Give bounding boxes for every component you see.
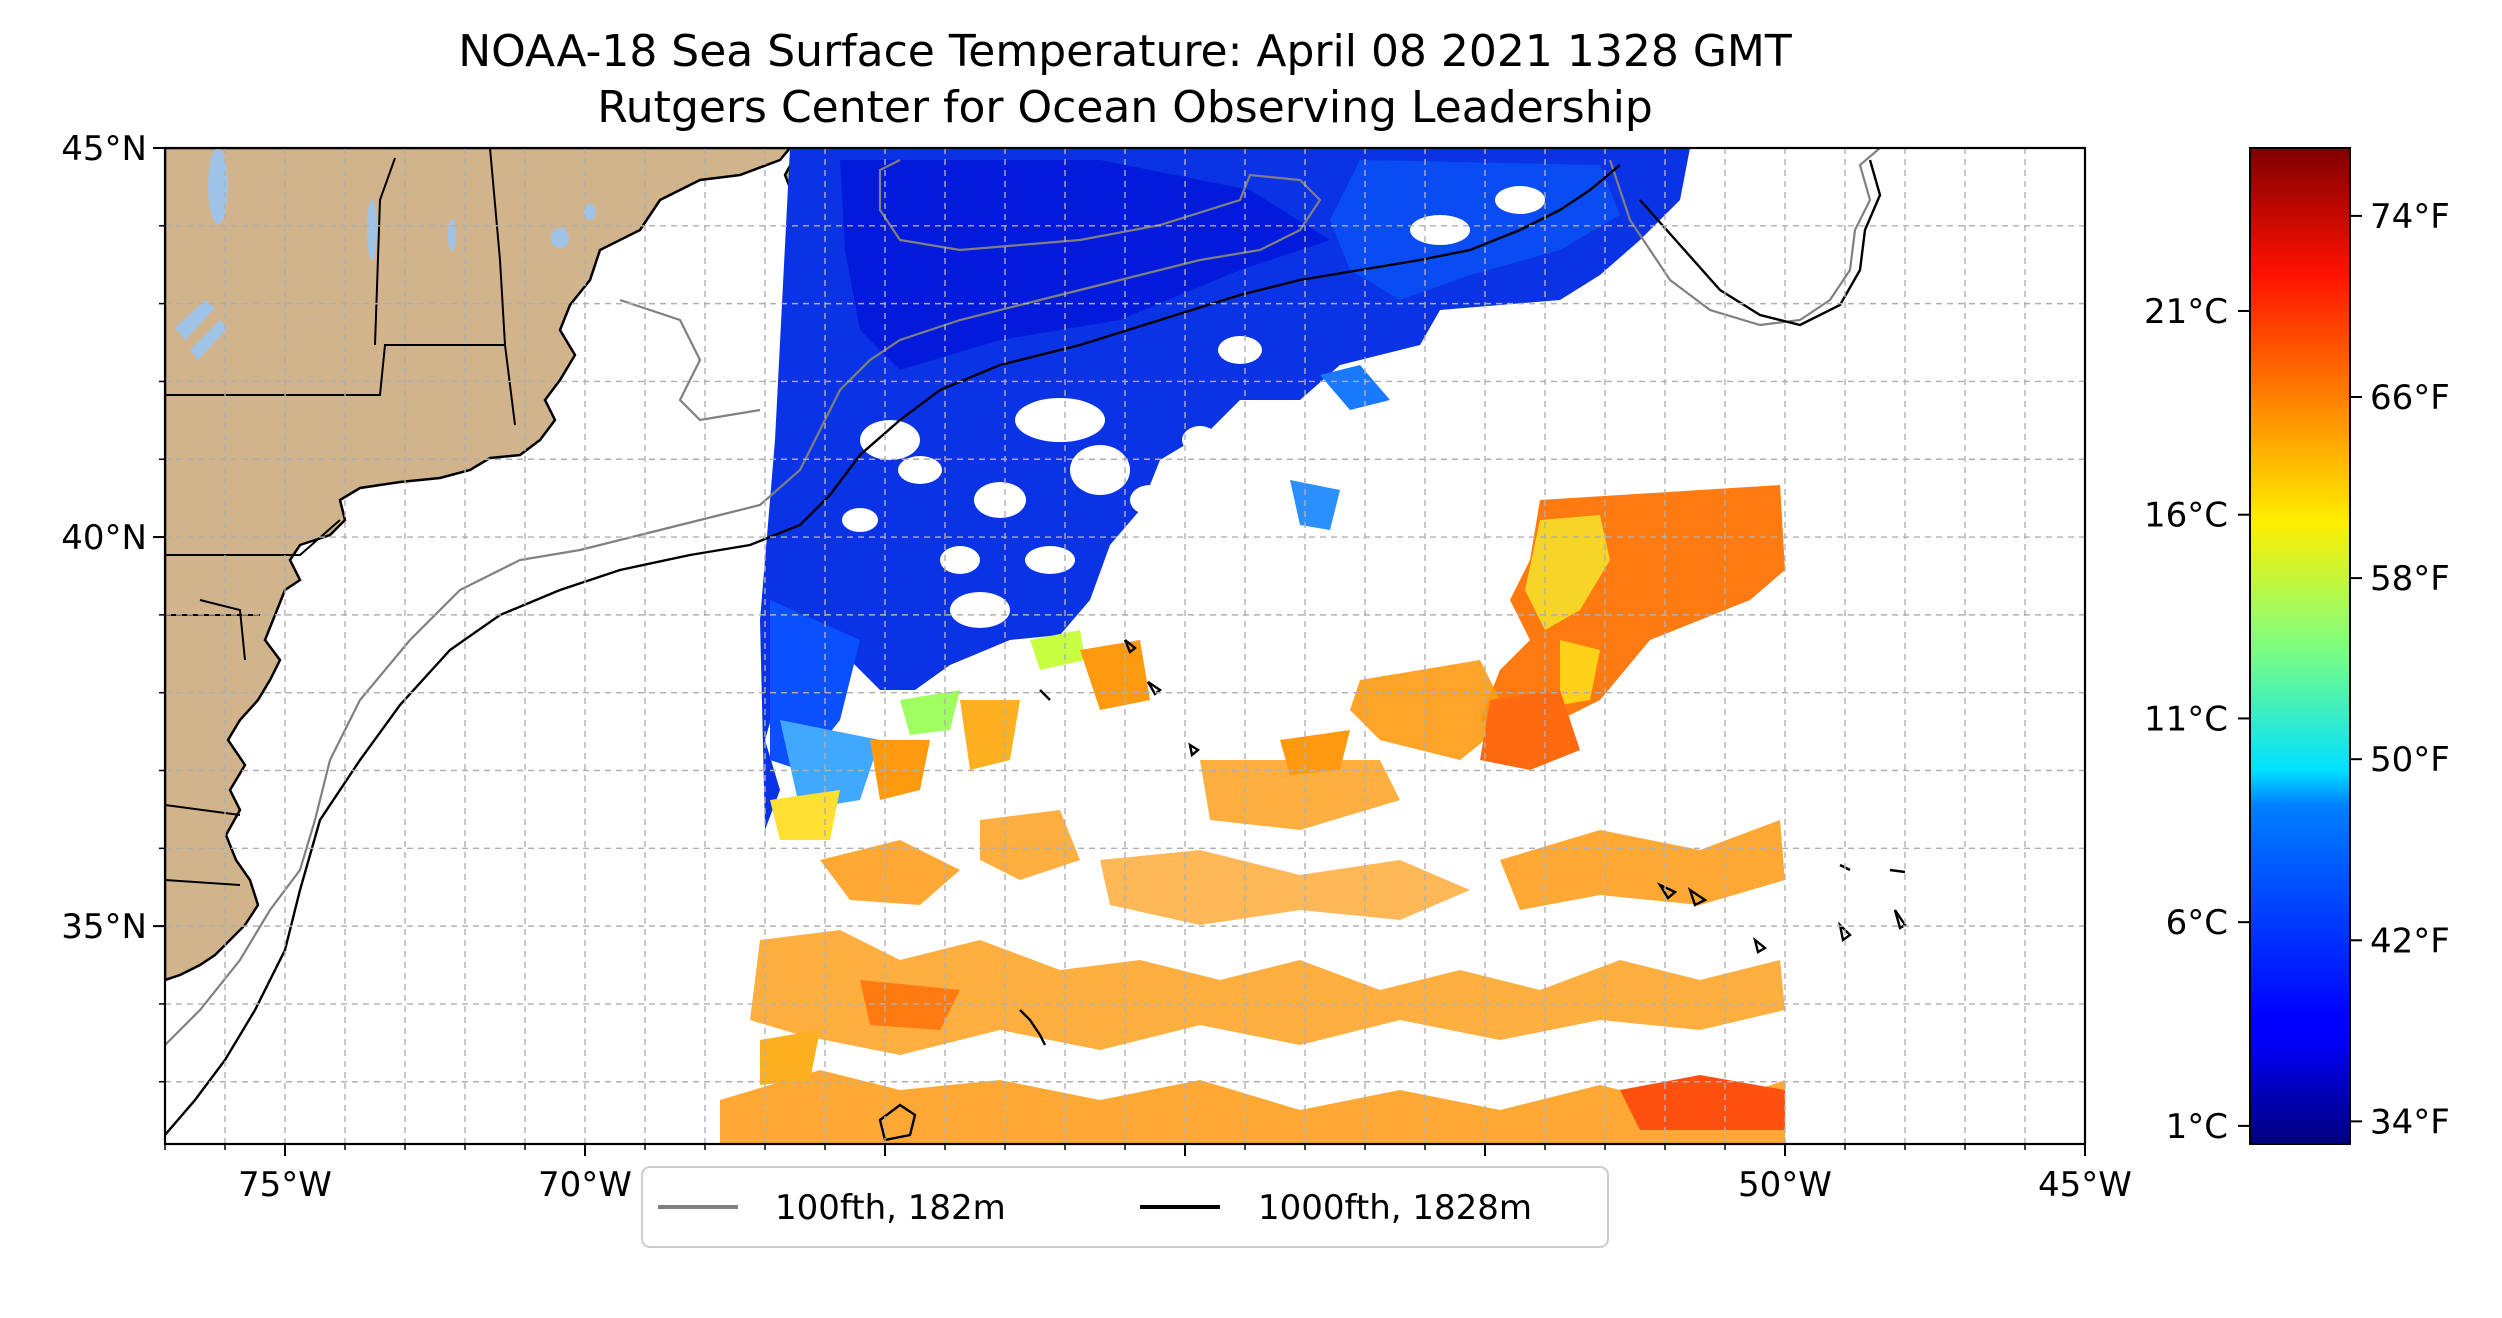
colorbar-c-label: 16°C xyxy=(2144,496,2228,536)
sst-cold-region xyxy=(760,148,1690,830)
lon-tick-label: 50°W xyxy=(1738,1165,1832,1205)
cloud-gaps xyxy=(842,186,1545,628)
legend: 100fth, 182m 1000fth, 1828m xyxy=(641,1166,1609,1248)
title-line-2: Rutgers Center for Ocean Observing Leade… xyxy=(597,82,1653,133)
lat-tick-label: 40°N xyxy=(61,518,147,558)
colorbar-f-label: 58°F xyxy=(2370,559,2450,599)
colorbar-c-label: 21°C xyxy=(2144,292,2228,332)
colorbar-f-label: 42°F xyxy=(2370,921,2450,961)
colorbar-f-label: 74°F xyxy=(2370,197,2450,237)
colorbar: 74°F 66°F 58°F 50°F 42°F 34°F 21°C 16°C 11°C 6°C 1… xyxy=(2144,147,2450,1147)
map-panel: 75°W70°W65°W60°W55°W50°W45°W45°N40°N35°N xyxy=(61,129,2132,1205)
lon-tick-label: 75°W xyxy=(238,1165,332,1205)
lat-tick-label: 45°N xyxy=(61,129,147,169)
sst-warm-region xyxy=(770,485,1785,840)
colorbar-gradient xyxy=(2249,147,2351,1145)
isobath-100fth xyxy=(165,148,1881,1046)
colorbar-f-label: 66°F xyxy=(2370,378,2450,418)
lon-tick-label: 70°W xyxy=(538,1165,632,1205)
legend-label-1000fth: 1000fth, 1828m xyxy=(1258,1188,1532,1228)
colorbar-f-label: 50°F xyxy=(2370,740,2450,780)
colorbar-c-label: 6°C xyxy=(2166,903,2228,943)
title-line-1: NOAA-18 Sea Surface Temperature: April 0… xyxy=(458,26,1792,77)
gridlines xyxy=(165,148,2085,1144)
colorbar-f-label: 34°F xyxy=(2370,1102,2450,1142)
isobath-1000fth xyxy=(165,159,1907,1142)
sst-southern-band xyxy=(720,810,1785,1144)
colorbar-c-label: 11°C xyxy=(2144,699,2228,739)
legend-label-100fth: 100fth, 182m xyxy=(775,1188,1006,1228)
colorbar-ticks: 74°F 66°F 58°F 50°F 42°F 34°F 21°C 16°C 11°C 6°C 1… xyxy=(2144,197,2450,1147)
colorbar-c-label: 1°C xyxy=(2166,1107,2228,1147)
lat-tick-label: 35°N xyxy=(61,907,147,947)
lon-tick-label: 45°W xyxy=(2038,1165,2132,1205)
